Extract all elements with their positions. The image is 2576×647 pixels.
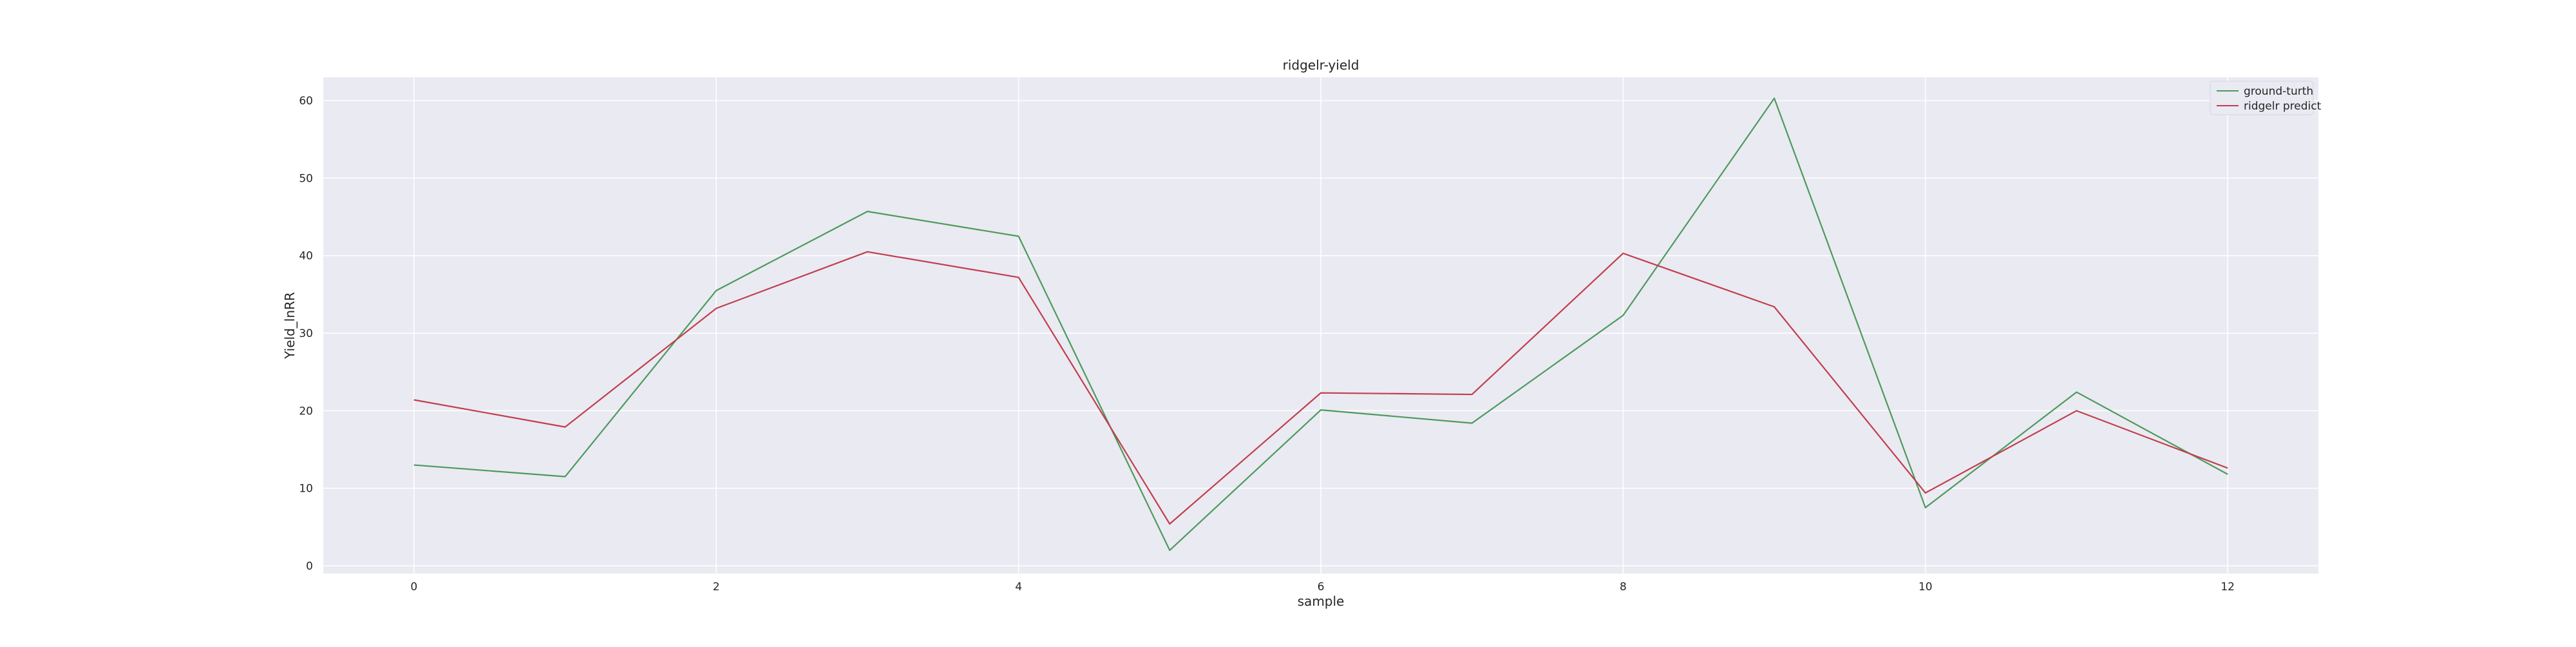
y-axis-label: Yield_lnRR [282, 292, 298, 360]
legend-label-ground-turth: ground-turth [2244, 85, 2313, 98]
x-tick-label: 8 [1620, 581, 1627, 594]
y-tick-label: 20 [299, 405, 313, 418]
y-tick-label: 60 [299, 95, 313, 108]
x-tick-label: 4 [1015, 581, 1022, 594]
series-lines [413, 97, 2228, 552]
y-tick-label: 40 [299, 250, 313, 263]
y-tick-label: 10 [299, 483, 313, 496]
chart-title: ridgelr-yield [1283, 57, 1359, 73]
legend-label-ridgelr-predict: ridgelr predict [2244, 100, 2322, 113]
y-tick-label: 0 [306, 560, 313, 573]
x-tick-label: 10 [1918, 581, 1933, 594]
y-tick-label: 50 [299, 172, 313, 185]
y-tick-label: 30 [299, 327, 313, 340]
x-tick-label: 12 [2221, 581, 2235, 594]
tick-labels: 0 2 4 6 8 10 12 0 10 20 30 40 50 60 [299, 95, 2235, 594]
x-tick-label: 6 [1318, 581, 1325, 594]
x-tick-label: 2 [713, 581, 720, 594]
x-axis-label: sample [1298, 594, 1345, 609]
series-line-ridgelr-predict [413, 251, 2228, 525]
series-line-ground-turth [413, 97, 2228, 552]
x-tick-label: 0 [410, 581, 417, 594]
legend: ground-turth ridgelr predict [2210, 81, 2322, 115]
